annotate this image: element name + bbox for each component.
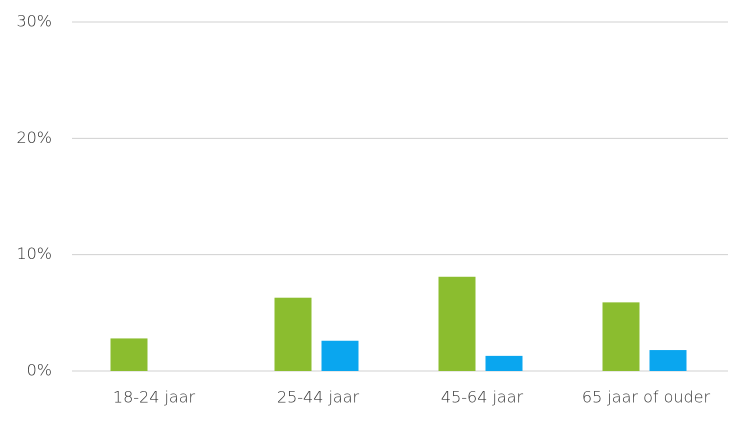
y-tick-label: 0% [27, 361, 52, 380]
y-tick-label: 20% [16, 128, 52, 147]
x-tick-label: 18-24 jaar [113, 388, 196, 407]
bar [321, 340, 359, 371]
x-tick-label: 25-44 jaar [277, 388, 360, 407]
x-tick-label: 45-64 jaar [441, 388, 524, 407]
bar [649, 350, 687, 371]
y-tick-label: 10% [16, 244, 52, 263]
y-tick-label: 30% [16, 12, 52, 31]
bar [485, 355, 523, 371]
x-tick-label: 65 jaar of ouder [582, 388, 711, 407]
bar [602, 302, 640, 371]
bar [110, 338, 148, 371]
bar [274, 297, 312, 371]
bar [438, 276, 476, 371]
